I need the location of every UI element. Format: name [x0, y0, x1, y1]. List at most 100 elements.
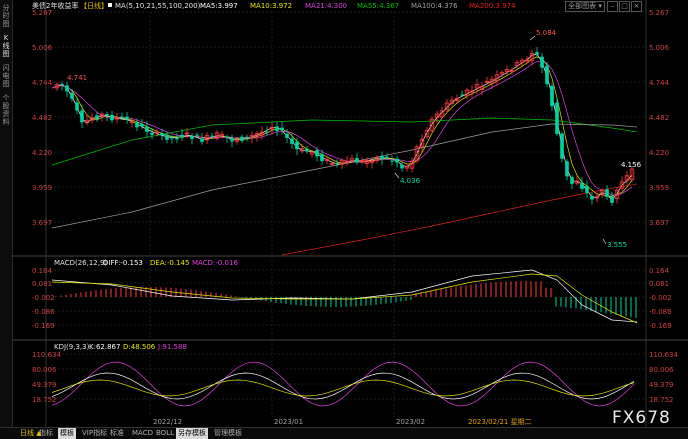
candle-body [114, 117, 120, 120]
minimize-button[interactable]: – [607, 1, 618, 12]
chart-area[interactable]: 美债2年收益率 【日线】 MA(5,10,21,55,100,200) MA5:… [12, 0, 688, 427]
kdj-d-line [51, 379, 635, 397]
candle-body [439, 110, 445, 118]
price-tick-right: 4.482 [649, 114, 669, 122]
restore-button[interactable]: □ [619, 1, 630, 12]
macd-tick-left: -0.086 [32, 308, 55, 316]
kdj-tick-right: 80.006 [649, 366, 674, 374]
candle-body [154, 131, 160, 134]
candle-body [395, 158, 399, 163]
tab-indicator[interactable]: 指标 [39, 429, 53, 437]
price-tick-right: 4.220 [649, 149, 669, 157]
ma55-line [51, 117, 638, 166]
price-tick-left: 4.220 [32, 149, 52, 157]
candle-body [120, 116, 124, 118]
tab-vip[interactable]: VIP指标 [82, 429, 108, 437]
ma5-line [51, 53, 633, 201]
candle-body [245, 136, 249, 138]
candle-body [309, 151, 315, 155]
macd-value: MACD:-0.016 [192, 259, 238, 267]
sidebar-item-timeshare[interactable]: 分时图 [2, 4, 10, 28]
candle-body [494, 74, 500, 81]
side-toolbar: 分时图 K线图 闪电图 个股资料 [0, 0, 13, 438]
candle-body [280, 127, 284, 131]
candle-body [535, 52, 539, 55]
price-tick-left: 5.267 [32, 9, 52, 17]
candle-body [219, 133, 225, 137]
ma100-value: MA100:4.376 [411, 2, 458, 10]
macd-axis-right: 0.164 0.081 -0.002 -0.086 -0.169 [649, 267, 672, 330]
candle-body [374, 157, 380, 161]
watermark-logo: FX678 [612, 408, 671, 428]
instrument-title: 美债2年收益率 [32, 1, 78, 10]
sidebar-item-flash[interactable]: 闪电图 [2, 64, 10, 88]
ma21-value: MA21:4.300 [305, 2, 347, 10]
price-tick-right: 3.697 [649, 219, 669, 227]
kdj-j-line [51, 361, 635, 407]
candle-body [170, 137, 174, 139]
candle-body [629, 168, 635, 180]
sidebar-item-profile[interactable]: 个股资料 [2, 94, 10, 126]
candle-body [574, 180, 580, 184]
ma10-line [51, 56, 633, 197]
macd-tick-left: 0.164 [32, 267, 53, 275]
candle-body [204, 135, 210, 141]
kdj-tick-left: 49.379 [32, 381, 57, 389]
macd-panel [51, 269, 638, 324]
macd-dea: DEA:-0.145 [150, 259, 189, 267]
ma-lines [51, 53, 638, 256]
candle-body [424, 130, 430, 137]
price-axis-right: 5.267 5.006 4.744 4.482 4.220 3.959 3.697 [649, 9, 670, 227]
candle-body [140, 123, 144, 127]
ma100-line [51, 123, 638, 229]
candle-body [400, 164, 404, 169]
candle-body [195, 134, 199, 136]
chart-select-dropdown[interactable]: 全部图表 ▾ [565, 1, 605, 12]
tab-standard[interactable]: 标准 [110, 429, 124, 437]
candle-body [324, 158, 330, 162]
candle-body [355, 158, 359, 163]
candle-body [489, 78, 495, 84]
kdj-panel [51, 361, 635, 407]
candle-body [469, 90, 475, 93]
price-tick-right: 5.267 [649, 9, 669, 17]
tab-boll[interactable]: BOLL [156, 429, 174, 437]
tab-template[interactable]: 模板 [58, 428, 76, 439]
tab-manage-template[interactable]: 管理模板 [214, 429, 242, 437]
close-button[interactable]: × [631, 1, 642, 12]
candle-body [434, 113, 440, 118]
candle-body [460, 94, 464, 96]
price-tick-left: 4.482 [32, 114, 52, 122]
tab-save-template[interactable]: 另存模板 [176, 428, 208, 439]
kdj-tick-right: 49.379 [649, 381, 674, 389]
candle-body [234, 139, 240, 142]
candle-body [89, 117, 95, 121]
candle-body [514, 62, 520, 66]
annotation-pointer [529, 35, 536, 41]
candle-body [409, 161, 415, 169]
tab-period[interactable]: 日线 ▲ [20, 429, 42, 437]
candle-body [95, 115, 99, 120]
candle-body [339, 159, 345, 165]
candle-body [299, 148, 305, 152]
sidebar-item-kline[interactable]: K线图 [2, 34, 10, 58]
time-label-feb: 2023/02 [396, 418, 425, 426]
candle-body [454, 98, 460, 101]
tab-macd[interactable]: MACD [132, 429, 153, 437]
candle-body [254, 133, 260, 137]
candle-body [290, 138, 294, 144]
candle-body [285, 133, 289, 138]
candle-body [560, 133, 564, 159]
candle-body [249, 134, 255, 139]
candle-body [125, 116, 129, 120]
candle-body [594, 196, 600, 199]
candle-body [110, 114, 114, 121]
grid [46, 11, 646, 417]
ma200-value: MA200:3.974 [469, 2, 516, 10]
candle-body [359, 160, 365, 163]
candle-body [585, 185, 589, 194]
ma5-value: MA5:3.997 [200, 2, 238, 10]
candle-body [474, 84, 480, 89]
current-price: 4.156 [621, 161, 642, 169]
time-label-jan: 2023/01 [274, 418, 303, 426]
